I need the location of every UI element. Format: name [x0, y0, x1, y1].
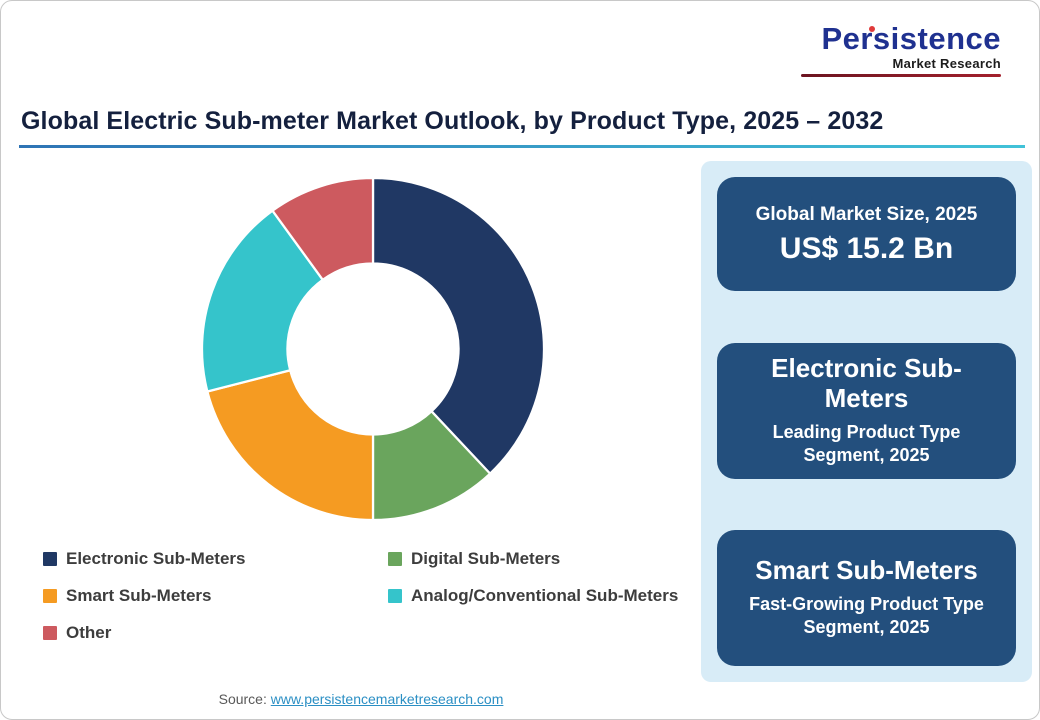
legend-label: Smart Sub-Meters: [66, 586, 212, 605]
legend-item: Smart Sub-Meters: [43, 586, 388, 606]
legend-swatch-icon: [388, 589, 402, 603]
legend-label: Other: [66, 623, 112, 642]
leading-segment-caption: Leading Product Type Segment, 2025: [772, 421, 961, 465]
logo-wordmark: Persistence: [821, 21, 1001, 56]
legend-item: Digital Sub-Meters: [388, 549, 678, 569]
source-link[interactable]: www.persistencemarketresearch.com: [270, 691, 504, 707]
legend-label: Analog/Conventional Sub-Meters: [411, 586, 679, 605]
legend-swatch-icon: [43, 626, 57, 640]
legend-item: Analog/Conventional Sub-Meters: [388, 586, 678, 606]
pmr-logo: Persistence Market Research: [801, 23, 1001, 77]
fast-growing-segment-caption: Fast-Growing Product Type Segment, 2025: [749, 594, 984, 638]
donut-slice-4: [270, 176, 375, 282]
source-label: Source:: [218, 691, 267, 707]
donut-slice-2: [206, 368, 375, 522]
legend-item: Other: [43, 623, 388, 643]
legend-swatch-icon: [388, 552, 402, 566]
fast-growing-segment-card: Smart Sub-Meters Fast-Growing Product Ty…: [717, 530, 1016, 666]
legend-item: Electronic Sub-Meters: [43, 549, 388, 569]
page-title: Global Electric Sub-meter Market Outlook…: [21, 107, 884, 135]
logo-swoosh-icon: [801, 74, 1001, 77]
market-size-title: Global Market Size, 2025: [755, 203, 978, 225]
leading-segment-card: Electronic Sub-Meters Leading Product Ty…: [717, 342, 1016, 479]
legend-label: Digital Sub-Meters: [411, 549, 561, 568]
donut-chart-svg: [200, 176, 546, 522]
logo-tagline: Market Research: [892, 56, 1001, 71]
legend-label: Electronic Sub-Meters: [66, 549, 246, 568]
fast-growing-segment-name: Smart Sub-Meters: [755, 555, 978, 586]
legend-swatch-icon: [43, 589, 57, 603]
highlights-panel: Global Market Size, 2025 US$ 15.2 Bn Ele…: [701, 161, 1032, 682]
logo-red-dot-icon: [869, 26, 875, 32]
market-size-value: US$ 15.2 Bn: [779, 232, 954, 266]
donut-slice-0: [371, 176, 546, 476]
market-size-card: Global Market Size, 2025 US$ 15.2 Bn: [717, 177, 1016, 291]
legend: Electronic Sub-Meters Digital Sub-Meters S…: [43, 549, 678, 643]
legend-swatch-icon: [43, 552, 57, 566]
donut-chart: [193, 169, 553, 529]
source-line: Source: www.persistencemarketresearch.co…: [1, 691, 721, 707]
leading-segment-name: Electronic Sub-Meters: [771, 352, 962, 413]
donut-slice-3: [200, 209, 325, 393]
title-underline: [19, 145, 1025, 148]
